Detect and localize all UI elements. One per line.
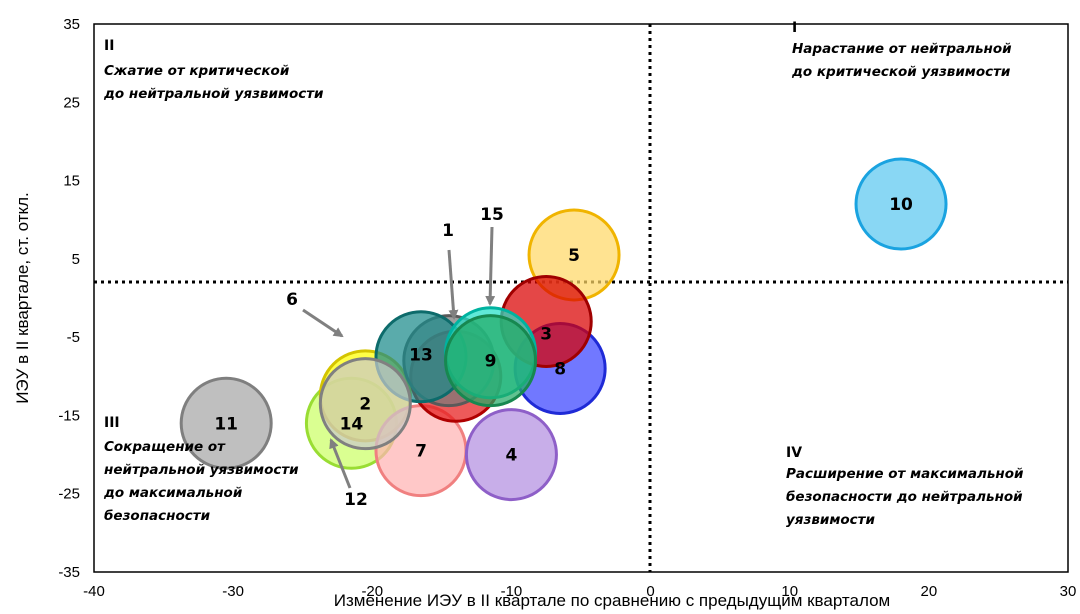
callout-label-12: 12 bbox=[344, 490, 368, 510]
quadrant-description-line: Сжатие от критической bbox=[104, 63, 290, 79]
bubble-label-2: 2 bbox=[359, 395, 371, 415]
quadrant-description-line: Сокращение от bbox=[104, 439, 226, 455]
bubble-label-3: 3 bbox=[540, 324, 552, 344]
callout-label-6: 6 bbox=[286, 290, 298, 310]
quadrant-number: I bbox=[792, 20, 797, 36]
x-tick-label: -20 bbox=[361, 583, 383, 600]
y-tick-label: -5 bbox=[67, 329, 80, 346]
bubbles-group: 11 14 7 4 8 5 3 13 9 2 10 bbox=[179, 157, 948, 502]
quadrant-description-line: до критической уязвимости bbox=[791, 64, 1011, 80]
quadrant-annotations: I Нарастание от нейтральной до критической… bbox=[103, 20, 1024, 528]
y-tick-label: -15 bbox=[58, 407, 80, 424]
bubble-label-13: 13 bbox=[409, 346, 433, 366]
bubble-label-8: 8 bbox=[554, 359, 566, 379]
x-axis-title: Изменение ИЭУ в II квартале по сравнению… bbox=[334, 591, 890, 610]
x-tick-labels: -40 -30 -20 -10 0 10 20 30 bbox=[83, 583, 1076, 600]
x-tick-label: -10 bbox=[501, 583, 523, 600]
y-tick-label: -35 bbox=[58, 564, 80, 581]
callout-arrow-12 bbox=[329, 438, 352, 489]
bubble-10 bbox=[854, 157, 948, 251]
bubble-label-11: 11 bbox=[214, 414, 238, 434]
bubble-label-7: 7 bbox=[415, 442, 427, 462]
callout-arrow-1 bbox=[447, 249, 459, 320]
quadrant-number: III bbox=[104, 415, 120, 431]
bubble-label-10: 10 bbox=[889, 195, 913, 215]
quadrant-description-line: безопасности до нейтральной bbox=[786, 489, 1023, 505]
y-tick-label: 5 bbox=[72, 251, 80, 268]
y-axis-title: ИЭУ в II квартале, ст. откл. bbox=[13, 192, 32, 404]
callouts-group: 6 1 15 12 bbox=[286, 205, 504, 510]
y-tick-label: 25 bbox=[63, 94, 80, 111]
quadrant-description-line: до нейтральной уязвимости bbox=[103, 86, 324, 102]
bubble-label-14: 14 bbox=[340, 414, 364, 434]
y-tick-label: 35 bbox=[63, 16, 80, 33]
x-tick-label: -40 bbox=[83, 583, 105, 600]
y-tick-label: -25 bbox=[58, 486, 80, 503]
quadrant-description-line: нейтральной уязвимости bbox=[104, 462, 299, 478]
y-tick-label: 15 bbox=[63, 173, 80, 190]
quadrant-description-line: Расширение от максимальной bbox=[786, 466, 1024, 482]
x-tick-label: 10 bbox=[781, 583, 798, 600]
x-tick-label: 0 bbox=[646, 583, 654, 600]
callout-arrow-15 bbox=[485, 226, 496, 306]
quadrant-number: II bbox=[104, 38, 114, 54]
bubble-2 bbox=[318, 357, 412, 451]
quadrant-description-line: до максимальной bbox=[103, 485, 243, 501]
x-tick-label: 20 bbox=[921, 583, 938, 600]
bubble-label-9: 9 bbox=[485, 352, 497, 372]
bubble-4 bbox=[464, 408, 558, 502]
bubble-label-4: 4 bbox=[506, 446, 518, 466]
quadrant-number: IV bbox=[786, 445, 802, 461]
bubble-11 bbox=[179, 376, 273, 470]
callout-label-1: 1 bbox=[442, 221, 454, 241]
quadrant-description-line: Нарастание от нейтральной bbox=[792, 41, 1012, 57]
x-tick-label: 30 bbox=[1060, 583, 1077, 600]
y-tick-labels: 35 25 15 5 -5 -15 -25 -35 bbox=[58, 16, 80, 581]
quadrant-description-line: безопасности bbox=[104, 508, 211, 524]
bubble-label-5: 5 bbox=[568, 246, 580, 266]
callout-label-15: 15 bbox=[480, 205, 504, 225]
x-tick-label: -30 bbox=[222, 583, 244, 600]
bubble-9 bbox=[444, 314, 538, 408]
plot-area-border bbox=[93, 23, 1069, 573]
quadrant-description-line: уязвимости bbox=[786, 512, 875, 528]
callout-arrow-6 bbox=[302, 308, 344, 338]
